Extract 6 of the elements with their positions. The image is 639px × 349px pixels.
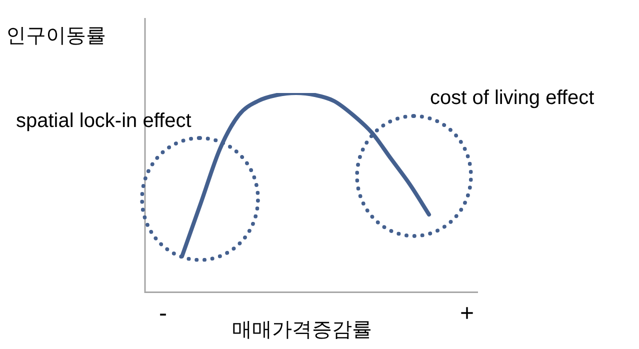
x-tick-label: - (159, 300, 167, 328)
y-axis-title: 인구이동률 (6, 24, 106, 49)
annotation: cost of living effect (430, 87, 594, 110)
x-tick-label: + (460, 300, 474, 328)
annotation: spatial lock-in effect (16, 110, 192, 133)
x-axis-title: 매매가격증감률 (232, 318, 372, 343)
